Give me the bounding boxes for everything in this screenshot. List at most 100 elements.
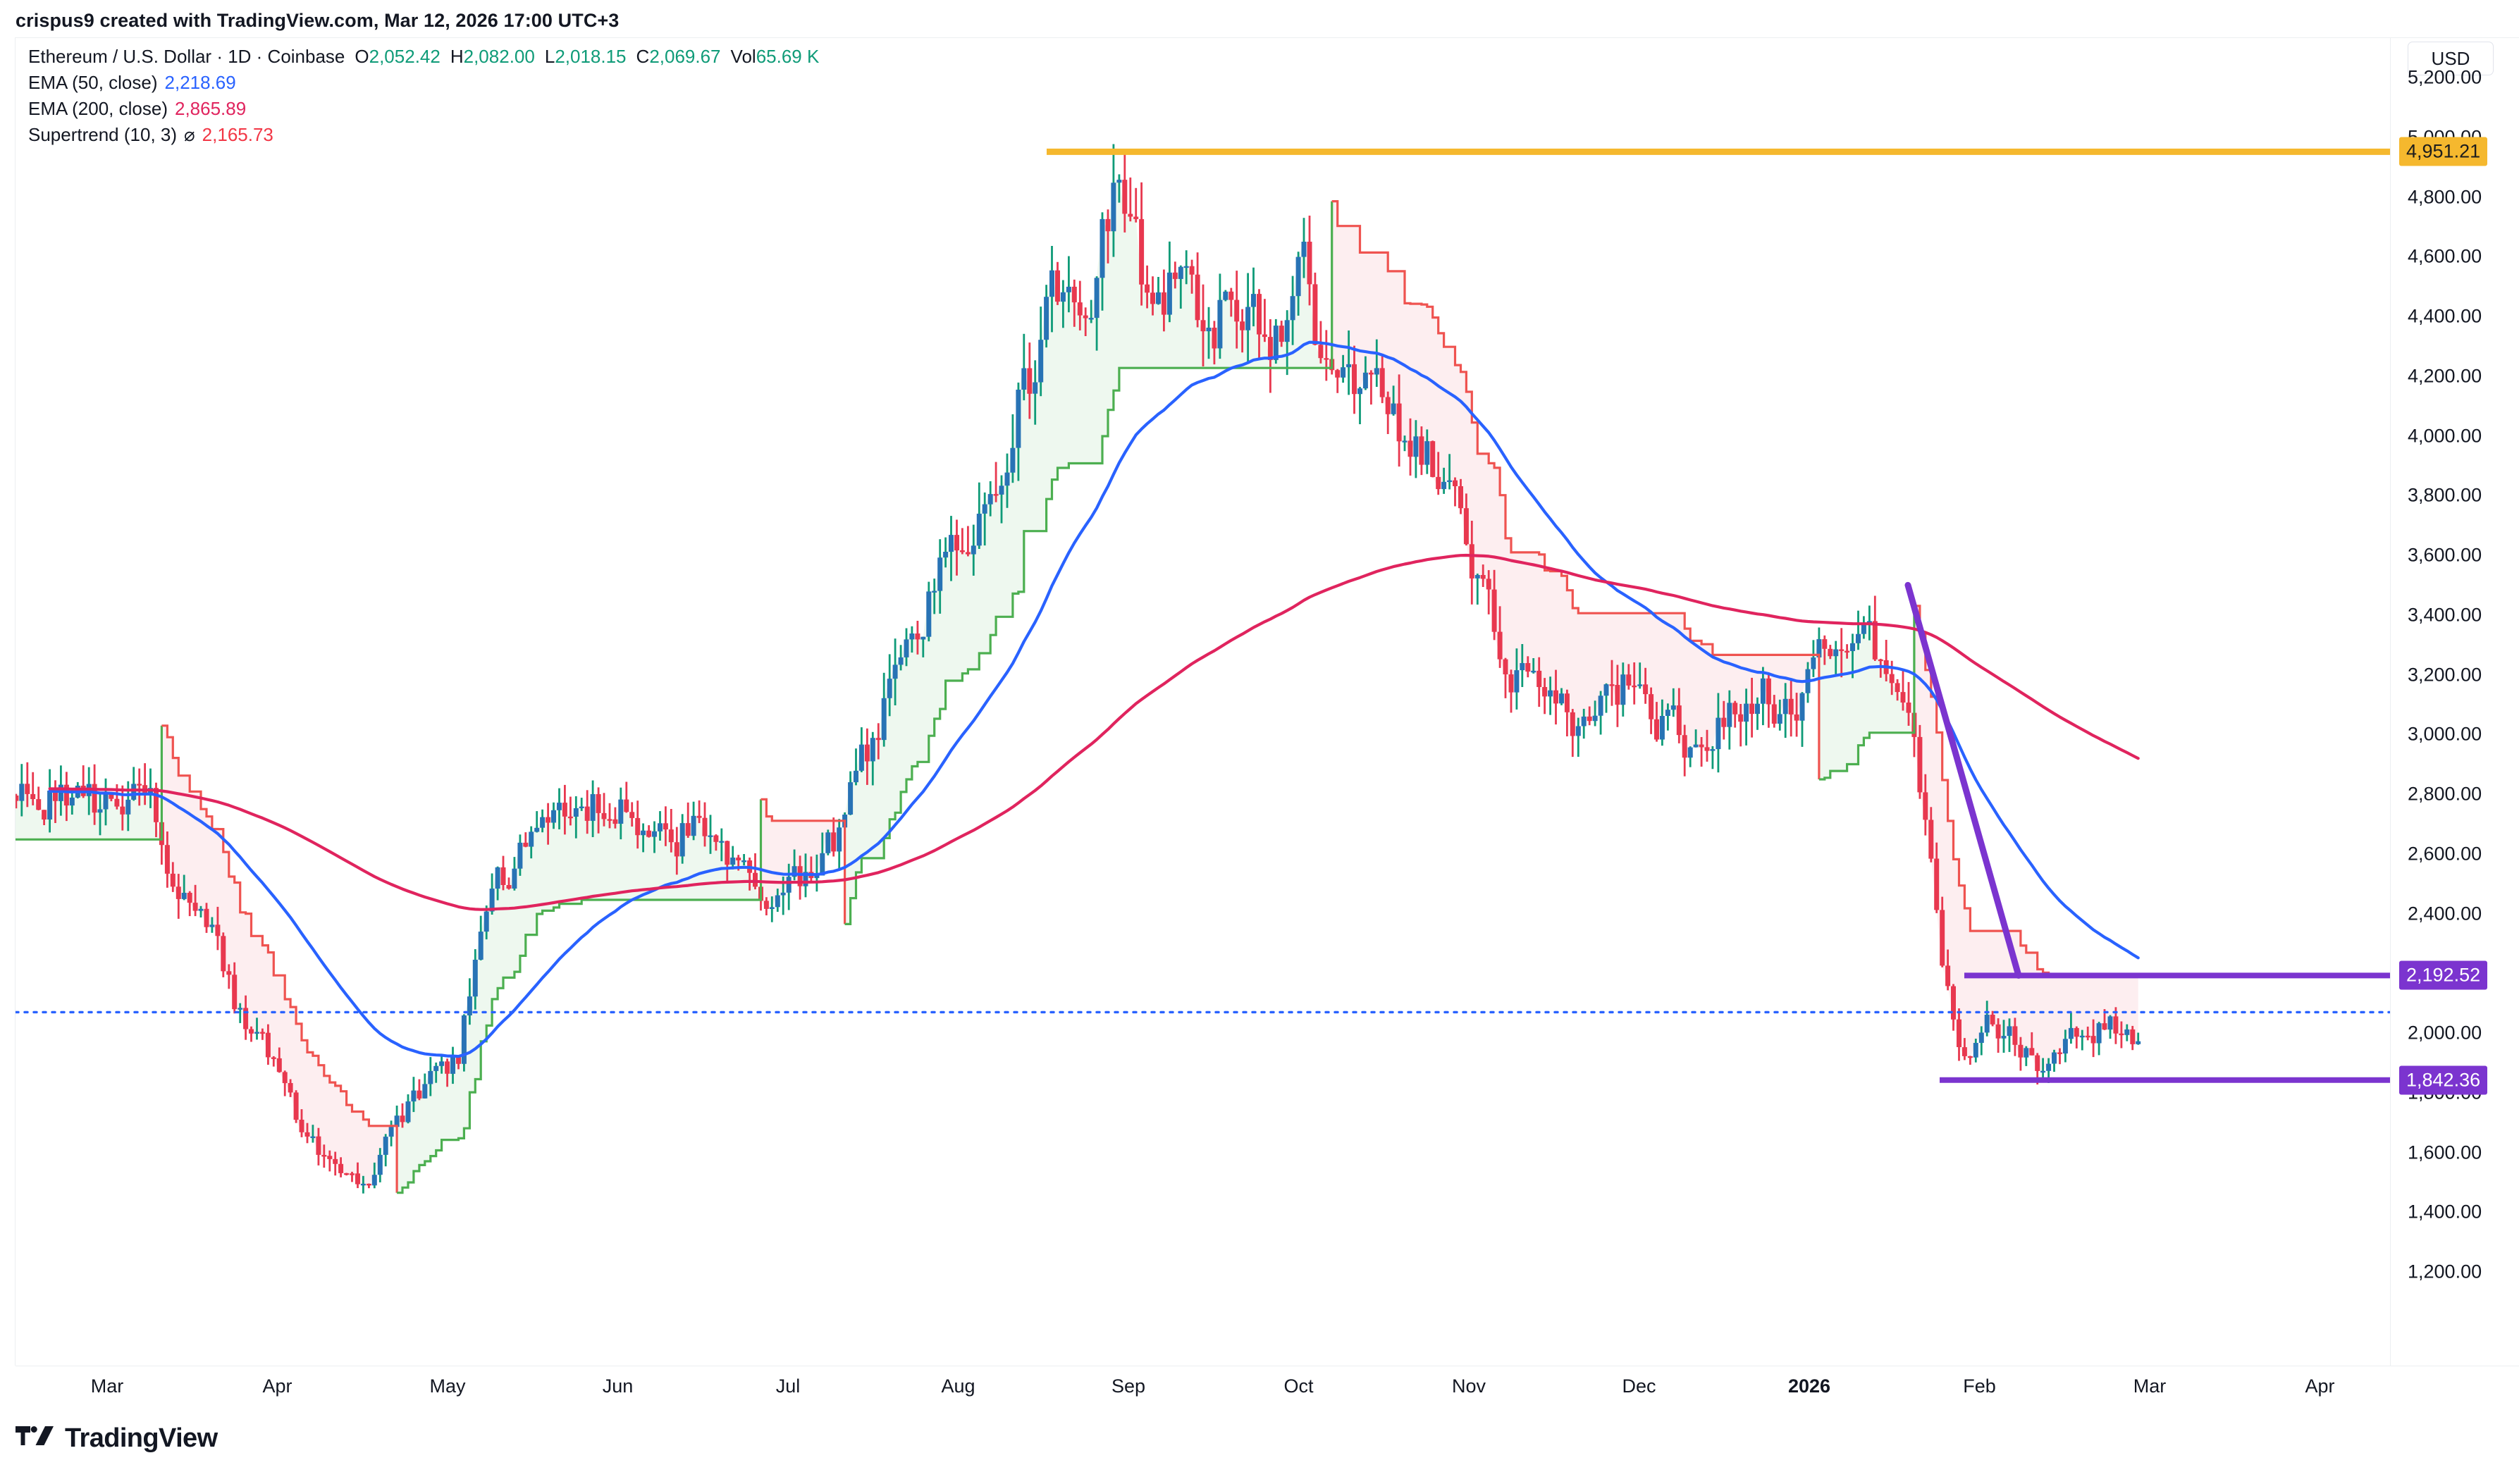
candle[interactable] bbox=[417, 1079, 422, 1101]
candle[interactable] bbox=[187, 891, 192, 917]
candle[interactable] bbox=[1307, 216, 1312, 306]
candle[interactable] bbox=[175, 874, 181, 919]
candle[interactable] bbox=[1223, 290, 1228, 302]
candle[interactable] bbox=[2068, 1013, 2074, 1044]
candle[interactable] bbox=[567, 796, 573, 826]
candle[interactable] bbox=[1066, 256, 1071, 313]
candle[interactable] bbox=[736, 855, 741, 871]
candle[interactable] bbox=[428, 1057, 433, 1096]
candle[interactable] bbox=[1122, 151, 1128, 233]
candle[interactable] bbox=[1408, 418, 1413, 476]
candle[interactable] bbox=[1525, 656, 1531, 678]
candle[interactable] bbox=[1379, 355, 1385, 404]
candle[interactable] bbox=[69, 789, 75, 815]
candle[interactable] bbox=[658, 811, 663, 841]
candle[interactable] bbox=[926, 581, 932, 642]
candle[interactable] bbox=[753, 853, 758, 890]
candle[interactable] bbox=[276, 1047, 282, 1073]
candle[interactable] bbox=[439, 1055, 445, 1074]
candle[interactable] bbox=[1727, 690, 1732, 750]
candle[interactable] bbox=[1716, 693, 1721, 773]
candle[interactable] bbox=[1217, 273, 1223, 359]
candle[interactable] bbox=[243, 995, 249, 1040]
candle[interactable] bbox=[433, 1062, 439, 1083]
candle[interactable] bbox=[557, 788, 562, 829]
candle[interactable] bbox=[1234, 271, 1240, 349]
candle[interactable] bbox=[646, 825, 652, 838]
candle[interactable] bbox=[148, 768, 153, 808]
candle[interactable] bbox=[53, 780, 58, 823]
candle[interactable] bbox=[422, 1073, 428, 1099]
candle[interactable] bbox=[411, 1077, 417, 1113]
candle[interactable] bbox=[1156, 277, 1161, 305]
candle[interactable] bbox=[719, 828, 725, 862]
candle[interactable] bbox=[1105, 209, 1111, 264]
candlestick-plot-area[interactable] bbox=[16, 38, 2390, 1366]
candle[interactable] bbox=[1044, 285, 1049, 348]
candle[interactable] bbox=[109, 793, 114, 802]
candle[interactable] bbox=[63, 772, 69, 822]
candle[interactable] bbox=[512, 857, 517, 891]
candle[interactable] bbox=[1055, 261, 1060, 305]
candle[interactable] bbox=[1861, 616, 1866, 639]
candle[interactable] bbox=[137, 768, 142, 806]
candle[interactable] bbox=[1447, 454, 1453, 490]
candle[interactable] bbox=[36, 786, 42, 810]
candle[interactable] bbox=[987, 481, 993, 517]
candle[interactable] bbox=[293, 1090, 299, 1123]
candle[interactable] bbox=[1542, 678, 1548, 715]
candle[interactable] bbox=[1128, 177, 1133, 222]
candle[interactable] bbox=[668, 809, 674, 853]
candle[interactable] bbox=[1984, 1001, 1990, 1037]
candle[interactable] bbox=[1771, 695, 1777, 728]
candle[interactable] bbox=[2124, 1024, 2130, 1041]
candle[interactable] bbox=[310, 1125, 316, 1143]
candle[interactable] bbox=[232, 962, 238, 1014]
candle[interactable] bbox=[2130, 1025, 2136, 1051]
candle[interactable] bbox=[16, 793, 19, 809]
candle[interactable] bbox=[1352, 345, 1357, 414]
candle[interactable] bbox=[875, 723, 881, 760]
candle[interactable] bbox=[47, 769, 53, 833]
candle[interactable] bbox=[1424, 429, 1430, 474]
candle[interactable] bbox=[1195, 252, 1200, 328]
candle[interactable] bbox=[181, 874, 187, 901]
candle[interactable] bbox=[304, 1123, 310, 1144]
candle[interactable] bbox=[1049, 246, 1054, 333]
candle[interactable] bbox=[1497, 606, 1503, 668]
candle[interactable] bbox=[1788, 681, 1794, 737]
candle[interactable] bbox=[1038, 307, 1044, 397]
candle[interactable] bbox=[1934, 842, 1940, 913]
candle[interactable] bbox=[1480, 564, 1486, 587]
candle[interactable] bbox=[1295, 252, 1301, 316]
candle[interactable] bbox=[1559, 688, 1564, 705]
candle[interactable] bbox=[1777, 699, 1782, 731]
candle[interactable] bbox=[254, 1018, 259, 1040]
candle[interactable] bbox=[164, 831, 170, 888]
candle[interactable] bbox=[1458, 478, 1463, 514]
candle[interactable] bbox=[954, 519, 959, 576]
candle[interactable] bbox=[1083, 307, 1088, 336]
candle[interactable] bbox=[1961, 1038, 1967, 1061]
candle[interactable] bbox=[1643, 667, 1649, 704]
candle[interactable] bbox=[909, 626, 915, 653]
candle[interactable] bbox=[763, 897, 769, 915]
candle[interactable] bbox=[1430, 440, 1436, 478]
candle[interactable] bbox=[780, 877, 786, 915]
candle[interactable] bbox=[2035, 1053, 2040, 1084]
candle[interactable] bbox=[1178, 265, 1183, 309]
candle[interactable] bbox=[1799, 692, 1805, 747]
candle[interactable] bbox=[1755, 697, 1760, 730]
candle[interactable] bbox=[837, 819, 842, 870]
candle[interactable] bbox=[730, 846, 736, 870]
candle[interactable] bbox=[1324, 330, 1329, 381]
candle[interactable] bbox=[590, 780, 596, 838]
candle[interactable] bbox=[1676, 688, 1682, 743]
candle[interactable] bbox=[2007, 1018, 2012, 1052]
candle[interactable] bbox=[2074, 1026, 2079, 1049]
candle[interactable] bbox=[125, 781, 131, 831]
candle[interactable] bbox=[1116, 174, 1122, 203]
candle[interactable] bbox=[573, 796, 579, 839]
candle[interactable] bbox=[892, 638, 898, 705]
candle[interactable] bbox=[529, 826, 534, 859]
